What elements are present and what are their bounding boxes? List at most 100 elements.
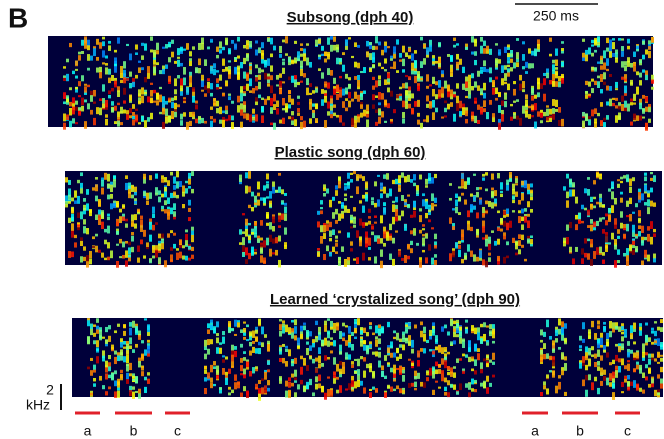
spectrogram-cell <box>398 185 401 192</box>
spectrogram-cell <box>263 260 266 263</box>
spectrogram-cell <box>263 197 266 203</box>
spectrogram-cell <box>272 216 275 223</box>
spectrogram-cell <box>456 83 459 88</box>
spectrogram-cell <box>294 119 297 126</box>
spectrogram-cell <box>603 322 606 325</box>
spectrogram-cell <box>594 362 597 367</box>
spectrogram-cell <box>191 234 194 242</box>
spectrogram-cell <box>260 238 263 241</box>
spectrogram-cell <box>177 48 180 55</box>
spectrogram-cell <box>249 114 252 121</box>
spectrogram-cell <box>588 94 591 96</box>
spectrogram-cell <box>452 226 455 230</box>
spectrogram-cell <box>384 46 387 53</box>
spectrogram-cell <box>252 109 255 114</box>
spectrogram-cell <box>279 378 282 381</box>
spectrogram-cell <box>132 386 135 389</box>
spectrogram-cell <box>255 348 258 353</box>
spectrogram-cell <box>87 45 90 50</box>
spectrogram-cell <box>180 51 183 53</box>
spectrogram-cell <box>654 358 657 361</box>
spectrogram-cell <box>170 193 173 198</box>
spectrogram-cell <box>108 386 111 389</box>
spectrogram-cell <box>635 203 638 207</box>
spectrogram-cell <box>185 188 188 193</box>
spectrogram-cell <box>101 188 104 195</box>
spectrogram-cell <box>65 204 68 207</box>
spectrogram-cell <box>519 75 522 81</box>
spectrogram-cell <box>582 53 585 58</box>
spectrogram-cell <box>324 58 327 62</box>
spectrogram-cell <box>258 95 261 99</box>
spectrogram-cell <box>389 224 392 230</box>
spectrogram-cell <box>516 62 519 67</box>
spectrogram-cell <box>195 119 198 124</box>
spectrogram-cell <box>428 205 431 208</box>
spectrogram-cell <box>99 376 102 381</box>
spectrogram-cell <box>339 115 342 122</box>
spectrogram-cell <box>660 327 663 332</box>
spectrogram-cell <box>390 91 393 97</box>
spectrogram-cell <box>615 115 618 123</box>
spectrogram-cell <box>342 323 345 327</box>
spectrogram-cell <box>410 215 413 218</box>
spectrogram-cell <box>482 207 485 213</box>
spectrogram-cell <box>234 43 237 49</box>
spectrogram-cell <box>129 390 132 396</box>
spectrogram-cell <box>365 194 368 201</box>
spectrogram-cell <box>597 339 600 344</box>
spectrogram-cell <box>330 105 333 111</box>
spectrogram-cell <box>300 367 303 375</box>
spectrogram-cell <box>590 239 593 244</box>
spectrogram-cell <box>90 324 93 330</box>
spectrogram-cell <box>104 173 107 180</box>
spectrogram-cell <box>213 366 216 369</box>
spectrogram-cell <box>321 99 324 106</box>
spectrogram-cell <box>624 329 627 337</box>
spectrogram-cell <box>162 108 165 115</box>
spectrogram-cell <box>425 257 428 263</box>
spectrogram-cell <box>606 101 609 105</box>
spectrogram-cell <box>63 66 66 68</box>
spectrogram-cell <box>347 182 350 185</box>
spectrogram-cell <box>642 390 645 394</box>
spectrogram-cell <box>237 75 240 80</box>
spectrogram-cell <box>324 321 327 325</box>
spectrogram-cell <box>339 361 342 365</box>
spectrogram-cell <box>294 380 297 383</box>
spectrogram-cell <box>182 192 185 197</box>
spectrogram-cell <box>650 201 653 207</box>
spectrogram-cell <box>470 251 473 257</box>
spectrogram-cell <box>257 200 260 206</box>
spectrogram-cell <box>498 123 501 130</box>
spectrogram-cell <box>332 247 335 252</box>
spectrogram-cell <box>650 188 653 193</box>
spectrogram-cell <box>129 363 132 370</box>
spectrogram-cell <box>152 225 155 231</box>
spectrogram-cell <box>254 249 257 251</box>
spectrogram-cell <box>501 100 504 105</box>
spectrogram-cell <box>375 36 378 43</box>
spectrogram-cell <box>465 47 468 50</box>
spectrogram-cell <box>144 43 147 50</box>
spectrogram-cell <box>603 72 606 79</box>
spectrogram-cell <box>228 60 231 62</box>
spectrogram-cell <box>492 113 495 118</box>
spectrogram-cell <box>561 78 564 84</box>
spectrogram-cell <box>351 344 354 351</box>
spectrogram-cell <box>119 209 122 213</box>
spectrogram-cell <box>173 233 176 236</box>
spectrogram-cell <box>459 101 462 109</box>
spectrogram-cell <box>129 108 132 113</box>
spectrogram-cell <box>516 38 519 41</box>
spectrogram-cell <box>320 200 323 204</box>
spectrogram-cell <box>602 229 605 234</box>
spectrogram-cell <box>590 219 593 224</box>
spectrogram-cell <box>429 349 432 351</box>
spectrogram-cell <box>245 186 248 194</box>
spectrogram-cell <box>492 329 495 335</box>
spectrogram-cell <box>80 211 83 219</box>
spectrogram-cell <box>84 99 87 102</box>
spectrogram-cell <box>425 201 428 209</box>
spectrogram-cell <box>431 203 434 211</box>
